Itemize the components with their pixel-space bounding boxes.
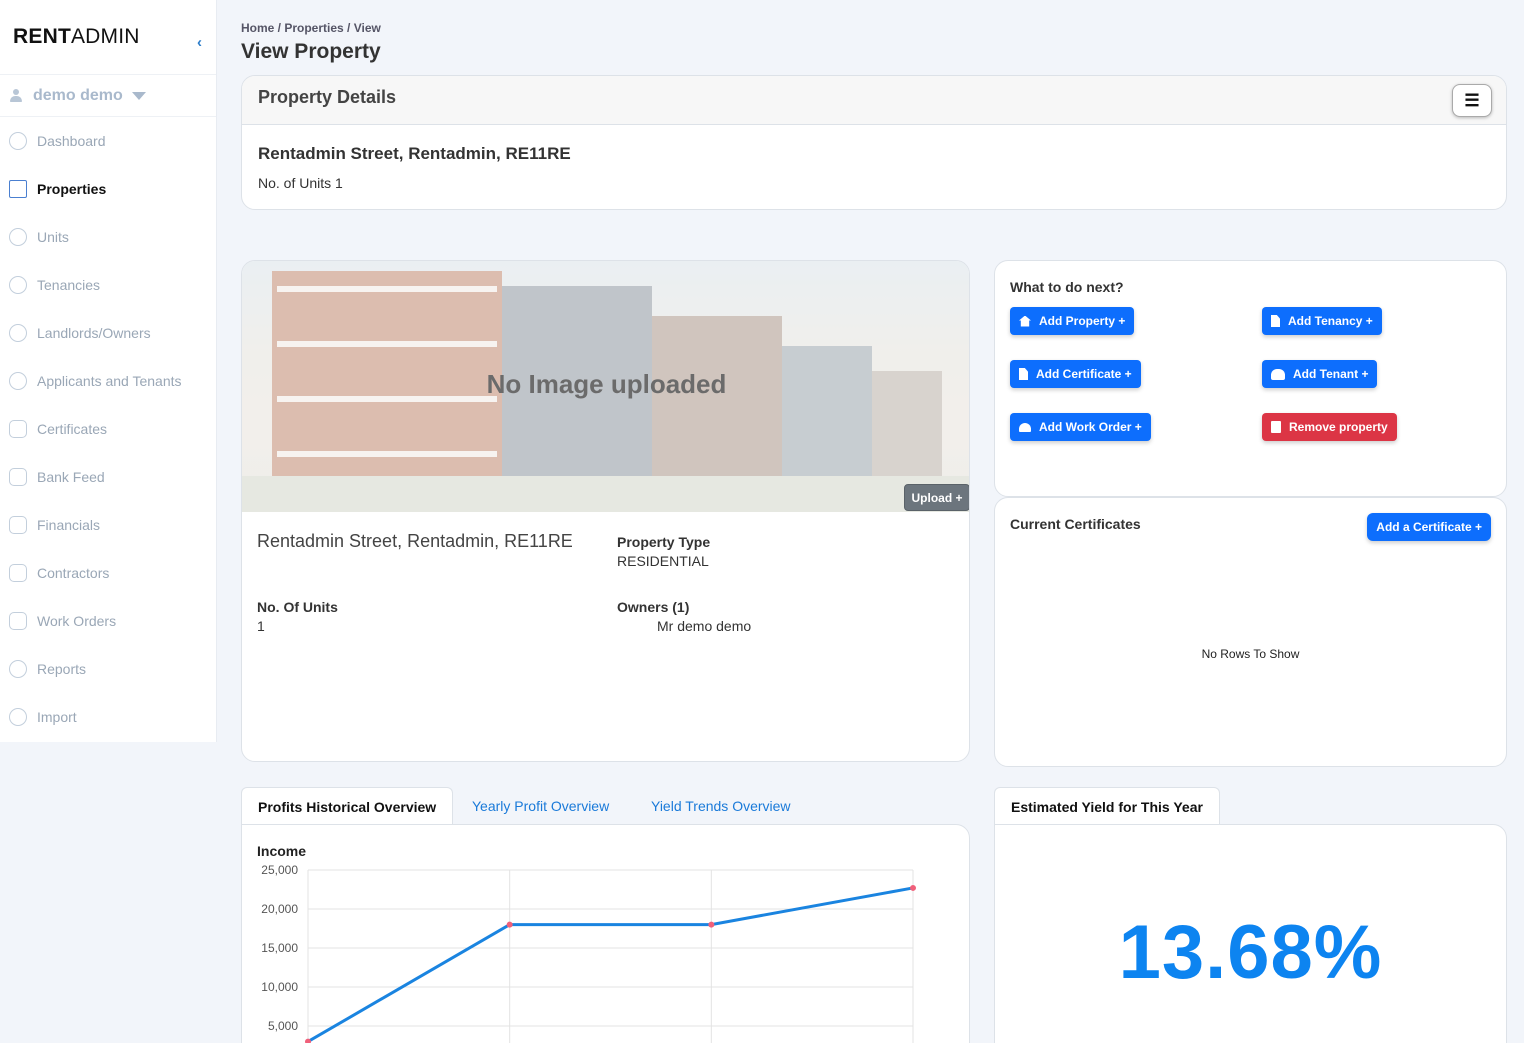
income-chart: 5,000 10,000 15,000 20,000 25,000: [261, 863, 916, 1043]
y-tick-label: 20,000: [261, 902, 298, 916]
caret-down-icon: [131, 91, 146, 100]
y-tick-label: 10,000: [261, 980, 298, 994]
sidebar-item-applicants[interactable]: Applicants and Tenants: [0, 357, 216, 405]
menu-button[interactable]: ☰: [1452, 84, 1492, 117]
building-icon: [9, 180, 27, 198]
add-certificate-button[interactable]: Add a Certificate +: [1367, 513, 1491, 541]
people-icon: [9, 372, 27, 390]
tab-yield-trends[interactable]: Yield Trends Overview: [651, 798, 791, 814]
income-series-line: [307, 886, 914, 1043]
income-data-point: [910, 884, 916, 891]
units-value: 1: [257, 618, 265, 634]
tab-estimated-yield[interactable]: Estimated Yield for This Year: [994, 787, 1220, 825]
user-name: demo demo: [33, 86, 123, 104]
upload-button[interactable]: Upload +: [904, 484, 969, 511]
property-image: No Image uploaded Upload +: [242, 261, 969, 512]
sidebar-item-work-orders[interactable]: Work Orders: [0, 597, 216, 645]
sidebar-item-contractors[interactable]: Contractors: [0, 549, 216, 597]
sidebar-item-import[interactable]: Import: [0, 693, 216, 741]
sidebar-item-properties[interactable]: Properties: [0, 165, 216, 213]
units-label: No. Of Units: [257, 599, 338, 615]
certificates-card: Current Certificates Add a Certificate +…: [994, 497, 1507, 767]
certificates-title: Current Certificates: [1010, 516, 1141, 532]
info-address: Rentadmin Street, Rentadmin, RE11RE: [257, 531, 573, 551]
y-tick-label: 15,000: [261, 941, 298, 955]
owner-name[interactable]: Mr demo demo: [657, 618, 752, 634]
y-tick-label: 25,000: [261, 863, 298, 877]
property-details-header: Property Details ☰: [242, 76, 1506, 125]
sidebar: RENTADMIN ‹ demo demo Dashboard Properti…: [0, 0, 217, 742]
add-tenant-button[interactable]: Add Tenant +: [1262, 360, 1378, 388]
add-property-button[interactable]: Add Property +: [1010, 307, 1135, 335]
paint-roller-icon: [9, 564, 27, 582]
property-type-label: Property Type: [617, 534, 711, 550]
sidebar-item-dashboard[interactable]: Dashboard: [0, 117, 216, 165]
home-icon: [1019, 315, 1031, 327]
y-tick-label: 5,000: [268, 1019, 298, 1033]
sidebar-nav: Dashboard Properties Units Tenancies Lan…: [0, 117, 216, 741]
brand-header: RENTADMIN ‹: [0, 0, 216, 75]
property-image-card: No Image uploaded Upload + Rentadmin Str…: [241, 260, 970, 762]
income-data-point: [506, 921, 513, 928]
tab-profits-historical[interactable]: Profits Historical Overview: [241, 787, 454, 825]
add-tenancy-button[interactable]: Add Tenancy +: [1262, 307, 1382, 335]
next-steps-card: What to do next? Add Property + Add Tena…: [994, 260, 1507, 497]
next-steps-title: What to do next?: [1010, 279, 1124, 295]
estimated-yield-value: 13.68%: [1118, 910, 1383, 995]
person-icon: [9, 324, 27, 342]
property-units: No. of Units 1: [258, 175, 343, 191]
user-icon: [10, 88, 22, 103]
report-icon: [9, 660, 27, 678]
document-icon: [1019, 368, 1028, 380]
list-icon: [9, 612, 27, 630]
bank-icon: [9, 468, 27, 486]
hard-hat-icon: [1019, 422, 1031, 432]
sidebar-item-landlords[interactable]: Landlords/Owners: [0, 309, 216, 357]
owners-label: Owners (1): [617, 599, 690, 615]
remove-property-button[interactable]: Remove property: [1262, 413, 1397, 441]
trash-icon: [1271, 421, 1281, 433]
add-certificate-button[interactable]: Add Certificate +: [1010, 360, 1141, 388]
tab-yearly-profit[interactable]: Yearly Profit Overview: [472, 798, 610, 814]
document-icon: [1271, 315, 1280, 327]
wallet-icon: [9, 516, 27, 534]
refresh-icon: [9, 708, 27, 726]
empty-table-message: No Rows To Show: [1201, 647, 1300, 661]
sidebar-item-reports[interactable]: Reports: [0, 645, 216, 693]
users-icon: [1271, 368, 1285, 380]
income-chart-card: Income 5,000 10,000 15,000 20,000 25,000: [241, 824, 970, 1043]
sidebar-item-units[interactable]: Units: [0, 213, 216, 261]
property-type-value: RESIDENTIAL: [617, 553, 709, 569]
app-logo[interactable]: RENTADMIN: [13, 25, 140, 48]
user-menu[interactable]: demo demo: [0, 75, 216, 117]
coin-icon: [9, 276, 27, 294]
no-image-text: No Image uploaded: [486, 369, 727, 399]
property-details-card: Property Details ☰ Rentadmin Street, Ren…: [241, 75, 1507, 210]
sidebar-item-tenancies[interactable]: Tenancies: [0, 261, 216, 309]
sidebar-item-certificates[interactable]: Certificates: [0, 405, 216, 453]
clipboard-icon: [9, 420, 27, 438]
chevron-left-icon[interactable]: ‹: [197, 34, 202, 51]
sidebar-item-bank-feed[interactable]: Bank Feed: [0, 453, 216, 501]
sidebar-item-financials[interactable]: Financials: [0, 501, 216, 549]
hamburger-icon: ☰: [1464, 90, 1480, 110]
income-data-point: [708, 921, 715, 928]
add-work-order-button[interactable]: Add Work Order +: [1010, 413, 1151, 441]
property-details-title: Property Details: [258, 87, 397, 107]
estimated-yield-card: 13.68%: [994, 824, 1507, 1043]
income-data-point: [305, 1038, 311, 1043]
page-title: View Property: [241, 40, 381, 63]
chart-title: Income: [257, 843, 307, 859]
breadcrumb[interactable]: Home / Properties / View: [241, 21, 381, 35]
cube-icon: [9, 228, 27, 246]
property-address: Rentadmin Street, Rentadmin, RE11RE: [258, 144, 571, 163]
home-icon: [9, 132, 27, 150]
